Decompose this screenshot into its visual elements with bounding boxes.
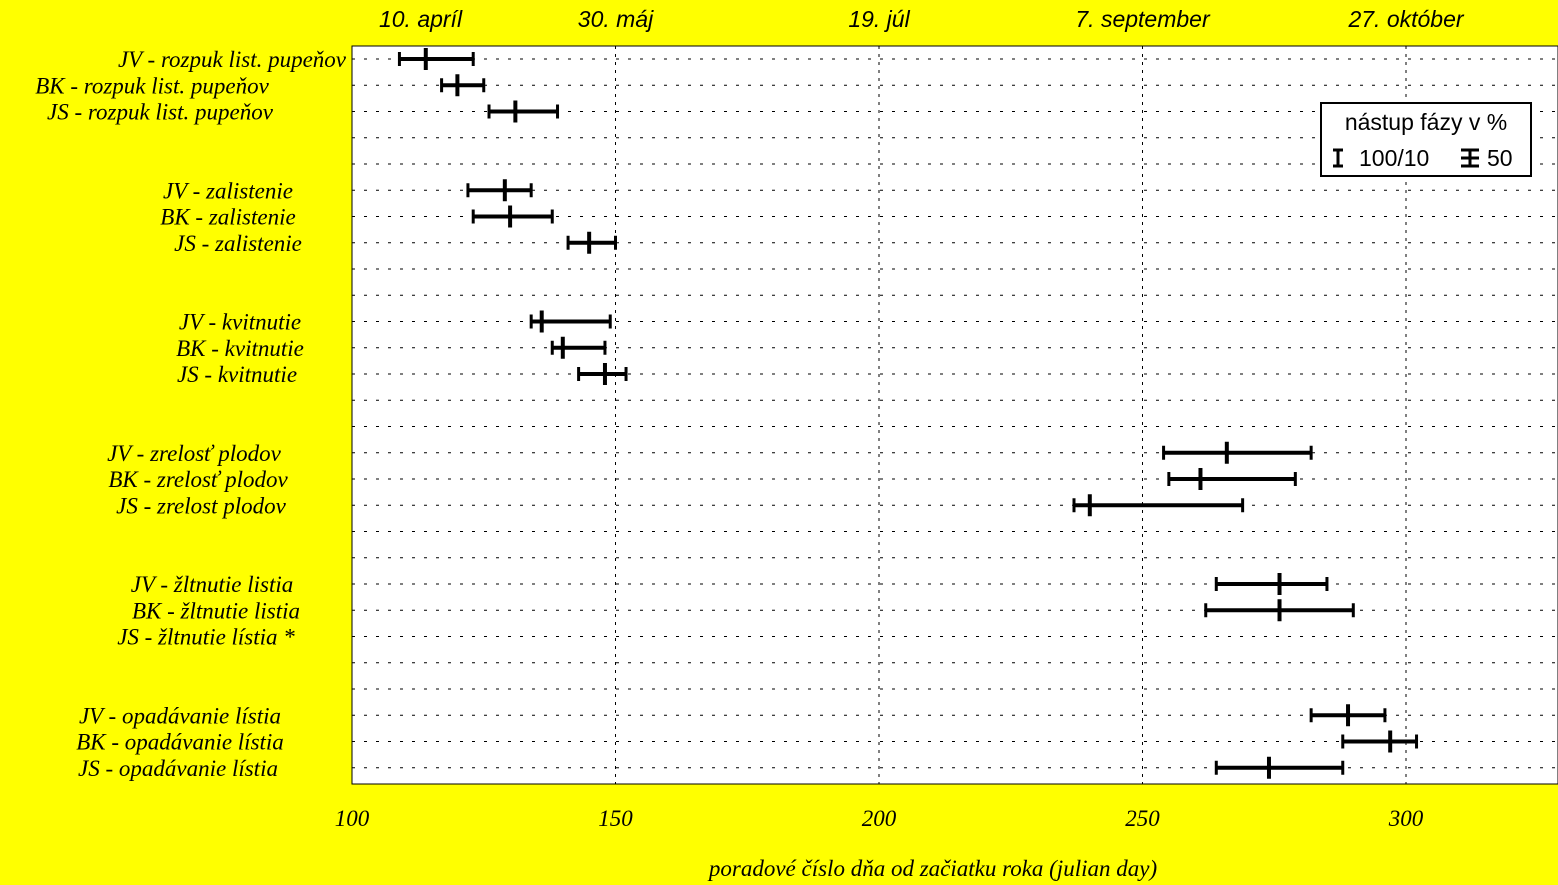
top-date-label: 19. júl: [848, 6, 910, 32]
range-bar: [550, 336, 607, 359]
category-label: BK - zalistenie: [160, 205, 295, 230]
category-label: JV - kvitnutie: [179, 310, 301, 335]
legend-box: [1320, 102, 1532, 177]
range-bar: [440, 74, 486, 97]
category-label: JV - rozpuk list. pupeňov: [118, 47, 347, 72]
grid: [352, 46, 1558, 784]
category-label: JV - zalistenie: [163, 178, 293, 203]
range-bar: [1072, 494, 1245, 517]
range-bars: [397, 48, 1419, 779]
range-bar: [1341, 730, 1419, 753]
range-bar: [577, 363, 628, 385]
legend-entry-range: 100/10: [1359, 145, 1429, 171]
range-bar: [529, 310, 612, 333]
category-label: BK - žltnutie listia: [132, 598, 300, 623]
range-bar: [1162, 441, 1313, 464]
category-label: JS - zalistenie: [174, 231, 302, 256]
x-tick-label: 250: [1125, 806, 1160, 831]
category-label: BK - opadávanie lístia: [76, 730, 284, 755]
x-tick-label: 150: [598, 806, 633, 831]
x-tick-label: 200: [862, 806, 897, 831]
category-label: JV - opadávanie lístia: [79, 703, 281, 728]
category-label: JS - opadávanie lístia: [78, 756, 278, 781]
category-label: BK - zrelosť plodov: [108, 467, 288, 492]
top-date-label: 27. október: [1347, 6, 1464, 32]
range-bar: [1214, 756, 1345, 779]
range-bar: [1167, 468, 1297, 490]
range-bar: [1309, 704, 1387, 727]
range-bar: [471, 205, 554, 228]
x-tick-label: 300: [1388, 806, 1424, 831]
x-tick-label: 100: [335, 806, 370, 831]
range-bar: [566, 231, 617, 254]
category-label: JS - zrelost plodov: [116, 493, 286, 518]
legend: nástup fázy v % 100/10 50: [1320, 102, 1532, 177]
legend-range-icon: [1333, 148, 1343, 168]
legend-median-icon: [1461, 148, 1479, 168]
category-label: BK - rozpuk list. pupeňov: [35, 73, 269, 98]
legend-entry-median: 50: [1487, 145, 1513, 171]
legend-title: nástup fázy v %: [1345, 109, 1507, 135]
range-bar: [487, 100, 560, 123]
plot-frame: [351, 45, 1558, 785]
category-label: JS - kvitnutie: [177, 362, 297, 387]
top-date-label: 7. september: [1075, 6, 1211, 32]
category-label: JV - žltnutie listia: [131, 572, 293, 597]
top-date-label: 30. máj: [578, 6, 654, 32]
category-label: JS - žltnutie lístia *: [117, 625, 295, 650]
range-bar: [466, 179, 533, 202]
category-label: BK - kvitnutie: [176, 336, 304, 361]
range-bar: [397, 48, 475, 70]
category-label: JV - zrelosť plodov: [107, 441, 282, 466]
range-bar: [1204, 599, 1355, 622]
top-date-label: 10. apríl: [379, 6, 463, 32]
axes: 100 150 200 250 300 10. apríl 30. máj 19. júl 7.…: [335, 6, 1465, 831]
range-bar: [1214, 573, 1329, 595]
x-axis-title: poradové číslo dňa od začiatku roka (jul…: [707, 856, 1157, 881]
category-label: JS - rozpuk list. pupeňov: [47, 100, 274, 125]
